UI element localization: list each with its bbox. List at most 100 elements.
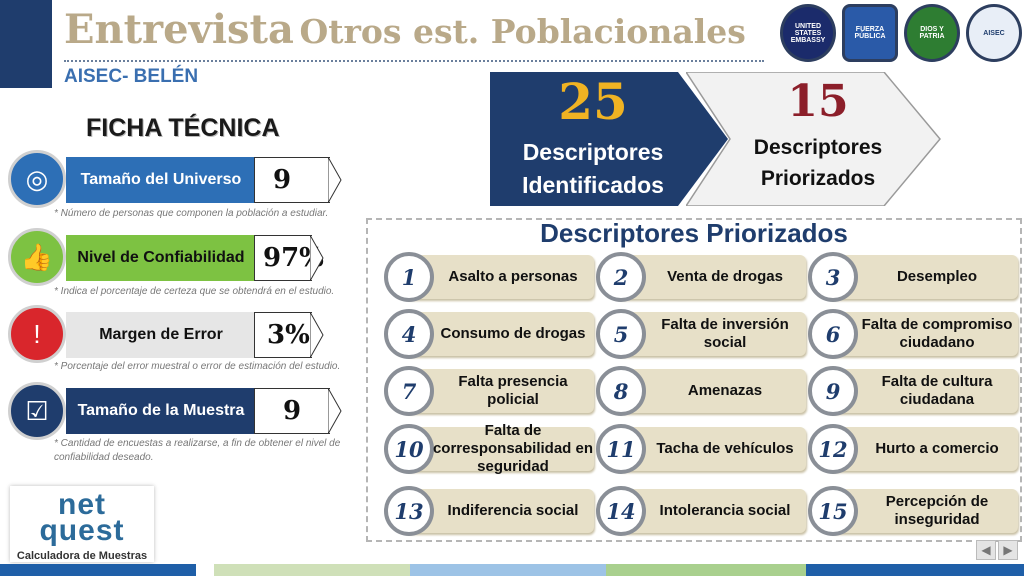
descriptor-item: 3 Desempleo — [808, 252, 1018, 302]
descriptor-pill — [404, 369, 594, 413]
us-embassy-seal-icon: UNITED STATES EMBASSY — [780, 4, 836, 62]
descriptor-pill — [404, 255, 594, 299]
netquest-caption: Calculadora de Muestras — [16, 550, 148, 562]
descriptor-pill — [828, 255, 1018, 299]
descriptor-pill — [616, 312, 806, 356]
descriptor-label: Tacha de vehículos — [656, 440, 794, 457]
descriptor-label: Falta de compromiso ciudadano — [861, 316, 1013, 351]
error-margin-label: Margen de Error — [66, 312, 256, 358]
priorizados-title: Descriptores Priorizados — [540, 218, 848, 248]
descriptor-label: Amenazas — [687, 382, 763, 399]
descriptor-label: Indiferencia social — [447, 502, 579, 519]
prioritized-arrow-card — [686, 72, 941, 206]
descriptor-pill — [404, 427, 594, 471]
error-margin-value: 3% — [254, 312, 324, 358]
priorizados-panel — [366, 218, 1022, 542]
descriptor-number: 3 — [808, 252, 858, 302]
descriptor-item: 7 Falta presencia policial — [384, 366, 594, 416]
sample-size-value: 9 — [254, 388, 342, 434]
descriptor-number: 14 — [596, 486, 646, 536]
confidence-label: Nivel de Confiabilidad — [66, 235, 256, 281]
descriptor-item: 5 Falta de inversión social — [596, 309, 806, 359]
descriptor-pill — [616, 489, 806, 533]
title-divider — [64, 60, 764, 62]
universe-target-icon: ◎ — [8, 150, 66, 208]
aisec-emblem-icon: AISEC — [966, 4, 1022, 62]
descriptor-label: Venta de drogas — [667, 268, 783, 285]
descriptor-number: 6 — [808, 309, 858, 359]
police-emblem-icon: DIOS Y PATRIA — [904, 4, 960, 62]
sample-size-note: * Cantidad de encuestas a realizarse, a … — [54, 438, 341, 463]
descriptor-number: 15 — [808, 486, 858, 536]
descriptor-number: 11 — [596, 424, 646, 474]
descriptor-label: Falta de cultura ciudadana — [881, 373, 993, 408]
descriptor-item: 15 Percepción de inseguridad — [808, 486, 1018, 536]
netquest-wordmark: net quest — [39, 488, 125, 547]
descriptor-item: 9 Falta de cultura ciudadana — [808, 366, 1018, 416]
confidence-note: * Indica el porcentaje de certeza que se… — [54, 286, 335, 297]
page-subtitle: AISEC- BELÉN — [64, 66, 199, 87]
descriptor-pill — [828, 427, 1018, 471]
descriptor-number: 8 — [596, 366, 646, 416]
descriptor-label: Falta presencia policial — [458, 373, 568, 408]
descriptor-number: 13 — [384, 486, 434, 536]
header-accent-bar — [0, 0, 52, 88]
prioritized-caption: Descriptores Priorizados — [753, 136, 883, 190]
sample-size-label: Tamaño de la Muestra — [66, 388, 256, 434]
ficha-tecnica-title: FICHA TÉCNICA — [86, 114, 280, 142]
descriptor-item: 8 Amenazas — [596, 366, 806, 416]
universe-note: * Número de personas que componen la pob… — [54, 208, 329, 219]
netquest-logo: net quest Calculadora de Muestras — [10, 486, 154, 562]
descriptor-number: 12 — [808, 424, 858, 474]
descriptor-item: 6 Falta de compromiso ciudadano — [808, 309, 1018, 359]
identified-count: 25 — [558, 72, 628, 131]
error-exclamation-icon: ! — [8, 305, 66, 363]
previous-slide-icon[interactable]: ◀ — [976, 540, 996, 560]
descriptor-pill — [828, 369, 1018, 413]
error-margin-note: * Porcentaje del error muestral o error … — [54, 361, 341, 372]
thumbs-up-icon: 👍 — [8, 228, 66, 286]
descriptor-pill — [616, 427, 806, 471]
identified-caption: Descriptores Identificados — [522, 139, 664, 198]
descriptor-label: Asalto a personas — [448, 268, 578, 285]
descriptor-number: 5 — [596, 309, 646, 359]
descriptor-item: 13 Indiferencia social — [384, 486, 594, 536]
descriptor-label: Falta de inversión social — [661, 316, 789, 351]
descriptor-number: 10 — [384, 424, 434, 474]
footer-color-bar — [0, 564, 1024, 576]
descriptor-pill — [828, 489, 1018, 533]
descriptor-item: 1 Asalto a personas — [384, 252, 594, 302]
page-title: Entrevista Otros est. Poblacionales — [64, 6, 746, 53]
descriptor-item: 14 Intolerancia social — [596, 486, 806, 536]
descriptor-number: 4 — [384, 309, 434, 359]
descriptor-pill — [828, 312, 1018, 356]
institution-logos: UNITED STATES EMBASSY FUERZA PÚBLICA DIO… — [780, 4, 1022, 62]
descriptor-pill — [404, 489, 594, 533]
prioritized-count: 15 — [787, 76, 849, 127]
universe-value: 9 — [254, 157, 342, 203]
descriptor-pill — [616, 369, 806, 413]
title-main: Entrevista — [64, 6, 294, 53]
descriptor-item: 2 Venta de drogas — [596, 252, 806, 302]
descriptor-number: 7 — [384, 366, 434, 416]
descriptor-label: Intolerancia social — [659, 502, 791, 519]
descriptor-item: 11 Tacha de vehículos — [596, 424, 806, 474]
descriptor-label: Desempleo — [896, 268, 978, 285]
descriptor-label: Falta de corresponsabilidad en seguridad — [432, 422, 594, 475]
descriptor-label: Percepción de inseguridad — [885, 493, 989, 528]
descriptor-item: 10 Falta de corresponsabilidad en segurid… — [384, 422, 594, 475]
descriptor-item: 4 Consumo de drogas — [384, 309, 594, 359]
descriptor-number: 2 — [596, 252, 646, 302]
descriptor-label: Consumo de drogas — [440, 325, 586, 342]
title-rest: Otros est. Poblacionales — [299, 12, 746, 51]
identified-arrow-card — [490, 72, 728, 206]
descriptor-label: Hurto a comercio — [875, 440, 999, 457]
clipboard-check-icon: ☑ — [8, 382, 66, 440]
descriptor-pill — [616, 255, 806, 299]
next-slide-icon[interactable]: ▶ — [998, 540, 1018, 560]
descriptor-number: 1 — [384, 252, 434, 302]
descriptor-item: 12 Hurto a comercio — [808, 424, 1018, 474]
confidence-value: 97% — [254, 235, 324, 281]
universe-label: Tamaño del Universo — [66, 157, 256, 203]
fuerza-publica-shield-icon: FUERZA PÚBLICA — [842, 4, 898, 62]
